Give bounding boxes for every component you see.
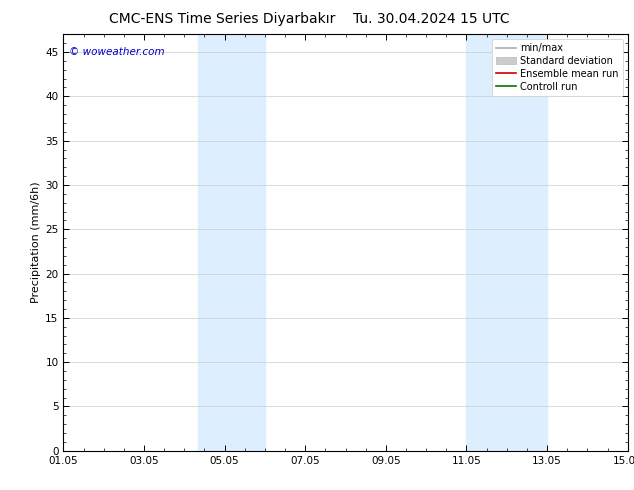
Y-axis label: Precipitation (mm/6h): Precipitation (mm/6h) [31, 182, 41, 303]
Legend: min/max, Standard deviation, Ensemble mean run, Controll run: min/max, Standard deviation, Ensemble me… [492, 39, 623, 96]
Bar [198, 34, 265, 451]
Text: CMC-ENS Time Series Diyarbakır: CMC-ENS Time Series Diyarbakır [108, 12, 335, 26]
Text: © woweather.com: © woweather.com [69, 47, 165, 57]
Text: Tu. 30.04.2024 15 UTC: Tu. 30.04.2024 15 UTC [353, 12, 510, 26]
Bar [467, 34, 547, 451]
